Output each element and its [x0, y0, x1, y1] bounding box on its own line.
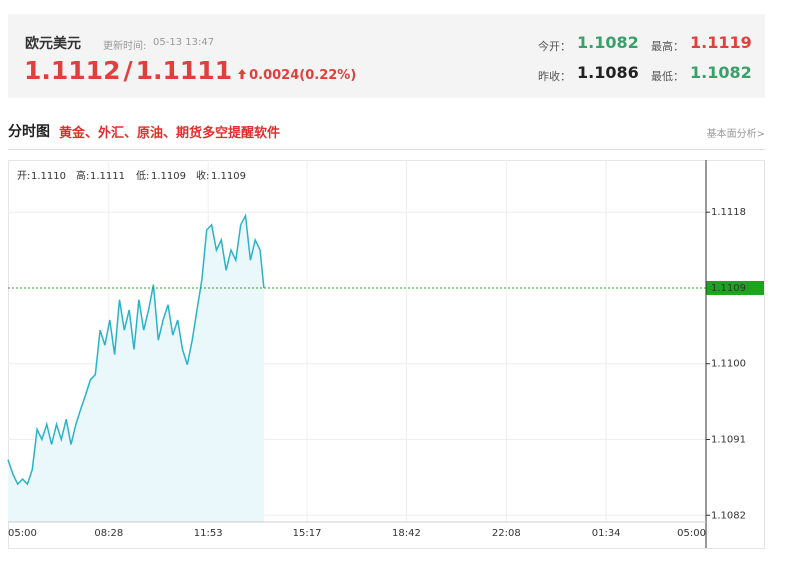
x-tick-label: 18:42 [392, 528, 421, 539]
stat-value: 1.1119 [690, 33, 752, 52]
stat-label: 今开： [538, 40, 571, 53]
analysis-link[interactable]: 基本面分析> [706, 129, 765, 140]
stat-label: 最低： [651, 70, 684, 83]
current-price-box [706, 280, 764, 295]
title: 欧元美元 [25, 36, 81, 52]
y-tick-label: 1.1091 [711, 434, 746, 445]
divider [8, 149, 765, 150]
ask: 1.1111 [135, 56, 233, 85]
ohlc-value: 1.1109 [211, 171, 246, 182]
section-title: 分时图 [8, 124, 50, 140]
x-tick-label: 01:34 [592, 528, 621, 539]
y-tick-label: 1.1118 [711, 207, 746, 218]
separator: / [123, 56, 133, 85]
x-tick-label: 08:28 [94, 528, 123, 539]
ohlc-label: 开: [17, 171, 30, 182]
ohlc-label: 收: [196, 169, 209, 182]
ohlc-value: 1.1111 [90, 171, 125, 182]
x-tick-label: 05:00 [8, 528, 37, 539]
stat-value: 1.1086 [577, 63, 639, 82]
ohlc-label: 低: [136, 169, 149, 182]
update-time: 05-13 13:47 [153, 37, 215, 48]
up-arrow [238, 69, 247, 79]
price-line [7, 213, 265, 486]
stat-value: 1.1082 [577, 33, 639, 52]
change: 0.0024(0.22%) [249, 68, 357, 83]
ohlc-label: 高: [76, 169, 89, 182]
price-row: 1.1112 / 1.1111 0.0024(0.22%) [24, 56, 356, 85]
update-label: 更新时间: [103, 41, 147, 52]
current-price-label: 1.1109 [711, 283, 746, 294]
ohlc-value: 1.1109 [151, 171, 186, 182]
bid: 1.1112 [24, 56, 121, 85]
y-tick-label: 1.1082 [711, 510, 746, 521]
stat-label: 最高： [651, 40, 684, 53]
y-tick-label: 1.1100 [711, 359, 746, 370]
quote-header: 欧元美元 更新时间: 05-13 13:47 1.1112 / 1.1111 0… [8, 14, 765, 98]
x-tick-label: 15:17 [293, 528, 322, 539]
promo-link[interactable]: 黄金、外汇、原油、期货多空提醒软件 [59, 126, 281, 141]
chart-frame [8, 160, 765, 549]
stat-label: 昨收： [538, 70, 571, 83]
stat-value: 1.1082 [690, 63, 752, 82]
area [8, 215, 264, 522]
ohlc-value: 1.1110 [31, 171, 66, 182]
x-tick-label: 22:08 [492, 528, 521, 539]
x-tick-label: 05:00 [677, 528, 706, 539]
x-tick-label: 11:53 [194, 528, 223, 539]
